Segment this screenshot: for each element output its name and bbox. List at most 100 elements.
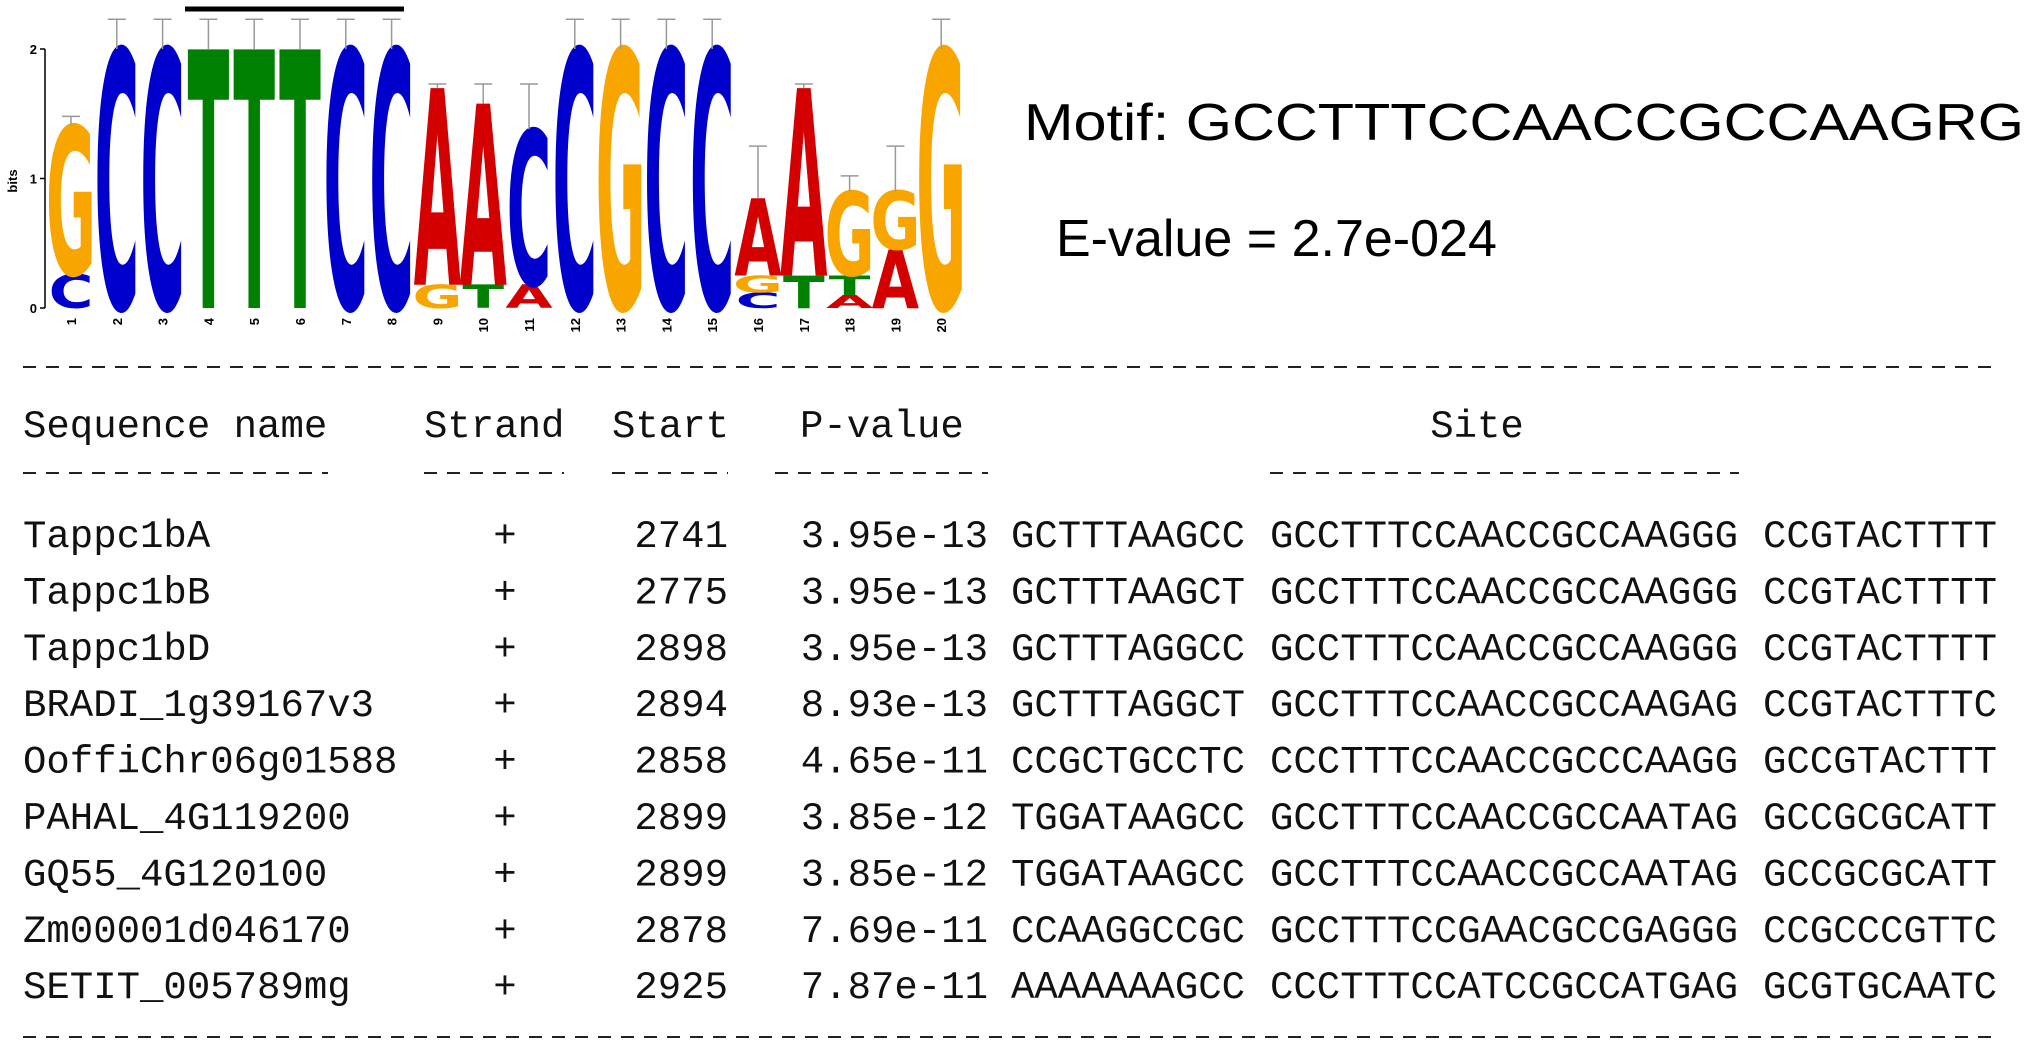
- p-value: 3.85e-12: [801, 797, 988, 841]
- position-label: 14: [659, 317, 674, 332]
- strand: +: [493, 966, 516, 1010]
- logo-letter: A: [780, 38, 827, 338]
- left-flank: GCTTTAGGCC: [1011, 628, 1245, 672]
- column-header: Start: [612, 405, 729, 449]
- site: GCCTTTCCAACCGCCAAGGG: [1270, 515, 1738, 559]
- start: 2898: [634, 628, 728, 672]
- sequence-name: Tappc1bD: [23, 628, 210, 672]
- left-flank: GCTTTAAGCT: [1011, 571, 1245, 615]
- sequence-name: Tappc1bB: [23, 571, 210, 615]
- position-label: 17: [797, 318, 812, 332]
- position-label: 19: [888, 318, 903, 332]
- strand: +: [493, 628, 516, 672]
- right-flank: CCGCCCGTTC: [1763, 910, 1997, 954]
- logo-letter: T: [188, 0, 230, 393]
- right-flank: GCCGCGCATT: [1763, 853, 1997, 897]
- strand: +: [493, 910, 516, 954]
- left-flank: CCGCTGCCTC: [1011, 741, 1245, 785]
- strand: +: [493, 741, 516, 785]
- p-value: 3.95e-13: [801, 515, 988, 559]
- sequence-name: Tappc1bA: [23, 515, 211, 559]
- sequence-name: SETIT_005789mg: [23, 966, 351, 1010]
- logo-letter: C: [644, 0, 689, 393]
- right-flank: CCGTACTTTC: [1763, 684, 1997, 728]
- logo-letter: C: [552, 0, 597, 393]
- column-header: P-value: [800, 405, 964, 449]
- y-tick-label: 0: [30, 301, 37, 316]
- logo-letter: T: [783, 266, 825, 318]
- y-tick-label: 2: [30, 42, 37, 57]
- logo-letter: T: [829, 271, 871, 302]
- logo-letter: T: [279, 0, 321, 393]
- start: 2741: [634, 515, 728, 559]
- position-label: 8: [385, 318, 400, 325]
- site: GCCTTTCCAACCGCCAATAG: [1270, 797, 1738, 841]
- start: 2894: [634, 684, 728, 728]
- start: 2878: [634, 910, 728, 954]
- position-label: 7: [339, 318, 354, 325]
- site: GCCTTTCCAACCGCCAAGGG: [1270, 628, 1738, 672]
- site: GCCTTTCCAACCGCCAAGAG: [1270, 684, 1738, 728]
- site: GCCTTTCCAACCGCCAAGGG: [1270, 571, 1738, 615]
- logo-letter: G: [733, 271, 783, 298]
- site: CCCTTTCCATCCGCCATGAG: [1270, 966, 1738, 1010]
- strand: +: [493, 515, 516, 559]
- left-flank: TGGATAAGCC: [1011, 797, 1245, 841]
- logo-letter: A: [872, 234, 919, 327]
- position-label: 18: [843, 318, 858, 332]
- position-label: 15: [705, 318, 720, 332]
- p-value: 7.87e-11: [801, 966, 988, 1010]
- right-flank: CCGTACTTTT: [1763, 515, 1997, 559]
- logo-letter: T: [233, 0, 275, 393]
- position-label: 1: [64, 318, 79, 325]
- column-header: Strand: [424, 405, 564, 449]
- p-value: 3.95e-13: [801, 571, 988, 615]
- logo-letter: G: [916, 0, 966, 393]
- position-label: 5: [247, 318, 262, 325]
- strand: +: [493, 797, 516, 841]
- column-header: Sequence name: [23, 405, 327, 449]
- evalue: E-value = 2.7e-024: [1056, 210, 1497, 268]
- right-flank: GCCGTACTTT: [1763, 741, 1997, 785]
- y-tick-label: 1: [30, 172, 37, 187]
- position-label: 20: [934, 318, 949, 332]
- right-flank: CCGTACTTTT: [1763, 571, 1997, 615]
- sequence-name: Zm00001d046170: [23, 910, 351, 954]
- logo-letter: G: [412, 279, 462, 316]
- start: 2899: [634, 797, 728, 841]
- logo-letter: C: [690, 0, 735, 393]
- sequence-name: GQ55_4G120100: [23, 853, 327, 897]
- p-value: 8.93e-13: [801, 684, 988, 728]
- logo-letter: T: [462, 279, 504, 316]
- start: 2775: [634, 571, 728, 615]
- p-value: 4.65e-11: [801, 741, 988, 785]
- logo-letter: C: [736, 288, 781, 313]
- logo-letter: C: [94, 0, 139, 393]
- right-flank: CCGTACTTTT: [1763, 628, 1997, 672]
- right-flank: GCGTGCAATC: [1763, 966, 1997, 1010]
- start: 2858: [634, 741, 728, 785]
- position-label: 4: [201, 317, 216, 325]
- position-label: 3: [156, 318, 171, 325]
- position-label: 6: [293, 318, 308, 325]
- site: CCCTTTCCAACCGCCCAAGG: [1270, 741, 1738, 785]
- left-flank: GCTTTAAGCC: [1011, 515, 1245, 559]
- logo-letter: C: [369, 0, 414, 393]
- p-value: 3.85e-12: [801, 853, 988, 897]
- position-label: 16: [751, 318, 766, 332]
- logo-letter: C: [140, 0, 185, 393]
- left-flank: TGGATAAGCC: [1011, 853, 1245, 897]
- p-value: 3.95e-13: [801, 628, 988, 672]
- sequence-name: OoffiChr06g01588: [23, 741, 397, 785]
- position-label: 9: [430, 318, 445, 325]
- logo-letter: A: [826, 291, 874, 312]
- position-label: 12: [568, 318, 583, 332]
- sequence-name: PAHAL_4G119200: [23, 797, 351, 841]
- position-label: 10: [476, 318, 491, 332]
- position-label: 2: [110, 318, 125, 325]
- sequence-name: BRADI_1g39167v3: [23, 684, 374, 728]
- logo-letter: C: [49, 265, 94, 319]
- left-flank: GCTTTAGGCT: [1011, 684, 1245, 728]
- site: GCCTTTCCAACCGCCAATAG: [1270, 853, 1738, 897]
